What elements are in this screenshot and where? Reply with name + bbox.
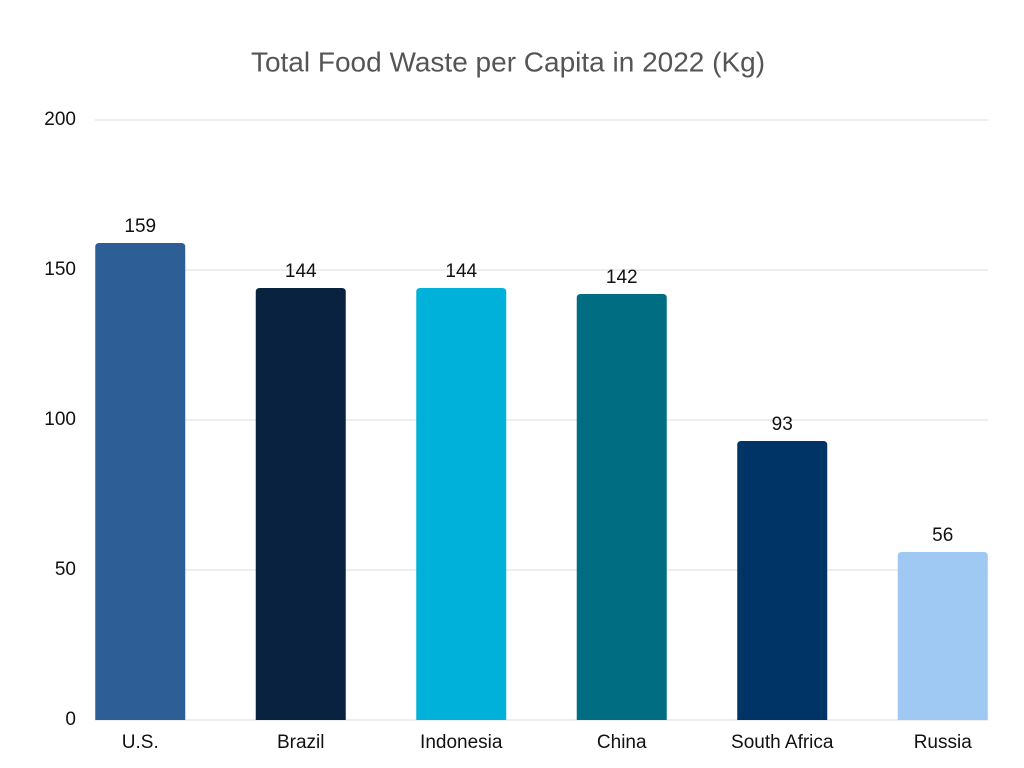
bar [737,441,828,720]
bar [897,552,988,720]
y-tick-label: 200 [44,109,76,130]
data-label: 142 [606,267,638,288]
chart-title: Total Food Waste per Capita in 2022 (Kg) [251,46,765,77]
bar [95,243,186,720]
y-tick-label: 0 [65,709,76,730]
data-label: 144 [445,261,477,282]
x-tick-label: South Africa [731,732,834,753]
bar [416,288,507,720]
bar [576,294,667,720]
data-label: 56 [932,525,953,546]
x-tick-label: Russia [914,732,973,753]
y-tick-label: 100 [44,409,76,430]
x-tick-label: China [597,732,647,753]
bar [255,288,346,720]
x-tick-label: Brazil [277,732,325,753]
data-label: 159 [124,216,156,237]
y-tick-label: 50 [55,559,76,580]
data-label: 93 [772,414,793,435]
x-tick-label: Indonesia [420,732,503,753]
x-tick-label: U.S. [122,732,159,753]
data-label: 144 [285,261,317,282]
y-tick-label: 150 [44,259,76,280]
